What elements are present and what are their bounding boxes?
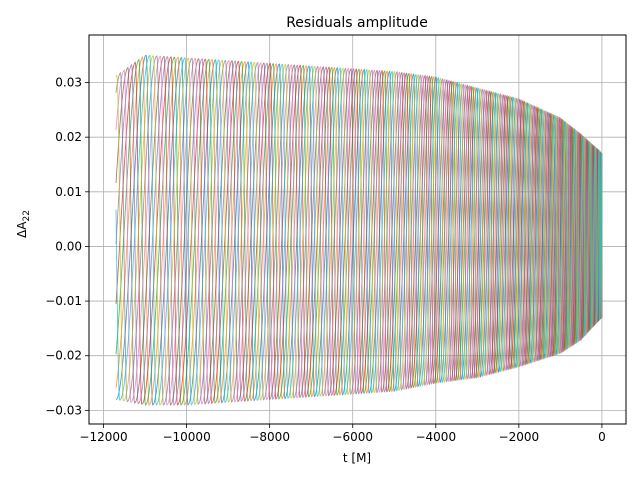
x-axis-label: t [M] — [343, 451, 371, 465]
y-tick-label: −0.02 — [45, 349, 82, 363]
y-tick-label: −0.01 — [45, 294, 82, 308]
x-tick-label: 0 — [598, 430, 606, 444]
y-axis-label-subscript: 22 — [22, 210, 32, 221]
x-tick-label: −4000 — [415, 430, 456, 444]
axes-frame — [88, 34, 627, 425]
y-axis-label-base: ΔA — [15, 221, 29, 238]
plot-series — [115, 54, 603, 406]
chart-title: Residuals amplitude — [286, 15, 428, 31]
x-tick-label: −12000 — [79, 430, 127, 444]
y-axis-label: ΔA22 — [15, 210, 32, 238]
y-tick-label: 0.00 — [55, 239, 82, 253]
y-tick-label: 0.03 — [55, 76, 82, 90]
x-tick-label: −2000 — [499, 430, 540, 444]
y-tick-label: 0.01 — [55, 185, 82, 199]
axis-ticks: −12000 −10000 −8000 −6000 −4000 −2000 0 −0.03 −0… — [45, 76, 606, 444]
y-tick-label: −0.03 — [45, 403, 82, 417]
residual-series-line — [115, 55, 603, 406]
residual-series-line — [115, 55, 603, 406]
x-tick-label: −8000 — [249, 430, 290, 444]
residual-series-line — [115, 55, 603, 406]
y-tick-label: 0.02 — [55, 130, 82, 144]
residual-series-line — [115, 54, 603, 406]
x-tick-label: −10000 — [162, 430, 210, 444]
x-tick-label: −6000 — [332, 430, 373, 444]
